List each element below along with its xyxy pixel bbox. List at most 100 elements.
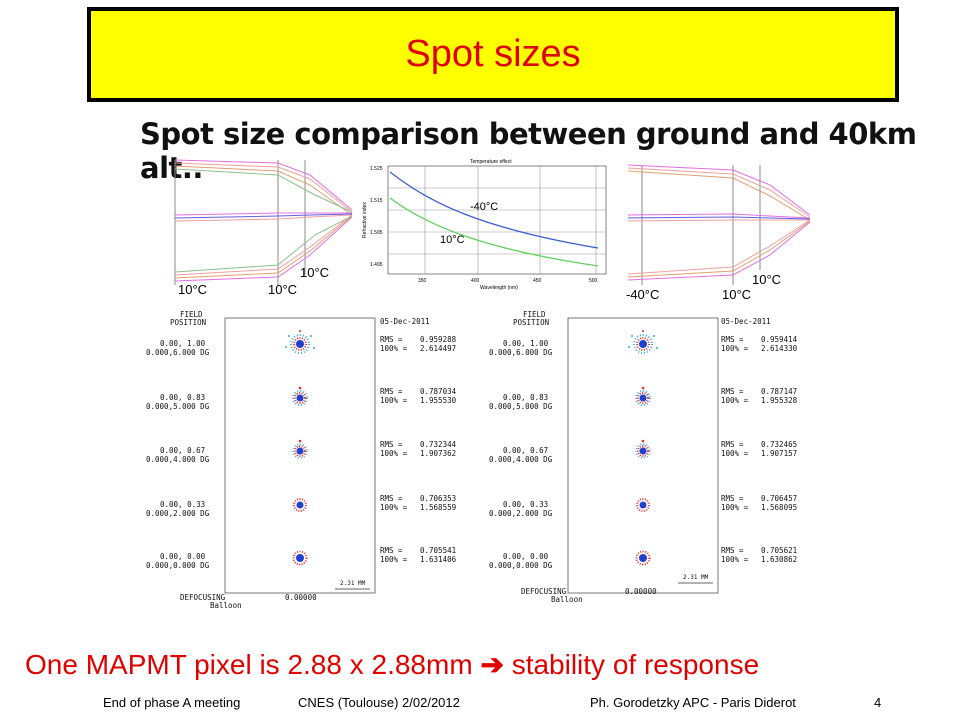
right-arrow-icon: ➔ <box>480 649 504 680</box>
optics-diagram-right: -40°C 10°C 10°C <box>626 164 811 302</box>
rms-value: 0.732344 <box>420 440 457 449</box>
rms-value: 0.705621 <box>761 546 797 555</box>
y-tick: 1.495 <box>370 262 383 268</box>
field-angle: 0.000,5.000 DG <box>146 402 210 411</box>
footer-page-number: 4 <box>874 695 882 710</box>
field-angle: 0.000,6.000 DG <box>489 348 553 357</box>
optics-left-label-2: 10°C <box>268 282 297 297</box>
pct-label: 100% = <box>380 344 408 353</box>
rms-label: RMS = <box>380 494 403 503</box>
pct-label: 100% = <box>721 555 749 564</box>
field-header-2: POSITION <box>513 318 549 327</box>
rms-value: 0.705541 <box>420 546 456 555</box>
pct-label: 100% = <box>721 396 749 405</box>
field-angle: 0.000,2.000 DG <box>146 509 210 518</box>
rms-label: RMS = <box>721 440 744 449</box>
spot-date: 05-Dec-2011 <box>380 317 430 326</box>
x-tick: 500 <box>589 278 598 284</box>
pct-value: 1.568559 <box>420 503 456 512</box>
conclusion-text: One MAPMT pixel is 2.88 x 2.88mm ➔ stabi… <box>25 648 759 681</box>
pct-label: 100% = <box>721 344 749 353</box>
design-name: Balloon <box>551 595 583 604</box>
rms-label: RMS = <box>721 335 744 344</box>
field-header: FIELD <box>523 310 546 319</box>
pct-value: 2.614497 <box>420 344 456 353</box>
rms-label: RMS = <box>721 387 744 396</box>
field-angle: 0.000,0.000 DG <box>489 561 553 570</box>
pct-value: 1.955530 <box>420 396 457 405</box>
annot-cold: -40°C <box>470 201 498 213</box>
field-header-2: POSITION <box>170 318 206 327</box>
spot-diagram-left: FIELD POSITION 05-Dec-2011 0.00, 1.00 0.… <box>146 310 457 610</box>
field-angle: 0.000,5.000 DG <box>489 402 553 411</box>
rms-value: 0.959288 <box>420 335 457 344</box>
pct-value: 1.568095 <box>761 503 797 512</box>
optics-diagram-left: 10°C 10°C 10°C <box>174 159 353 297</box>
field-angle: 0.000,4.000 DG <box>489 455 553 464</box>
pct-label: 100% = <box>721 503 749 512</box>
annot-warm: 10°C <box>440 234 465 246</box>
field-pos: 0.00, 1.00 <box>503 339 549 348</box>
rms-value: 0.732465 <box>761 440 797 449</box>
slide-subtitle: Spot size comparison between ground and … <box>140 117 917 185</box>
x-tick: 450 <box>533 278 542 284</box>
pct-label: 100% = <box>380 503 408 512</box>
rms-label: RMS = <box>721 546 744 555</box>
field-pos: 0.00, 0.33 <box>503 500 548 509</box>
temperature-chart: Temperature effect -40°C 10°C 350 400 45… <box>362 159 607 291</box>
optics-left-label-1: 10°C <box>178 282 207 297</box>
rms-value: 0.787034 <box>420 387 457 396</box>
conclusion-part-b: stability of response <box>511 649 760 680</box>
design-name: Balloon <box>210 601 242 610</box>
pct-value: 2.614330 <box>761 344 798 353</box>
temperature-chart-xlabel: Wavelength (nm) <box>480 285 518 291</box>
cold-curve <box>389 171 599 249</box>
rms-value: 0.959414 <box>761 335 798 344</box>
spot-diagram-right: FIELD POSITION 05-Dec-2011 0.00, 1.00 0.… <box>489 310 798 604</box>
defocus-value: 0.00000 <box>625 587 657 596</box>
field-pos: 0.00, 0.00 <box>503 552 549 561</box>
footer-meeting: End of phase A meeting <box>103 695 241 710</box>
rms-label: RMS = <box>380 387 403 396</box>
field-pos: 0.00, 0.67 <box>160 446 205 455</box>
scale-label: 2.31 MM <box>683 574 709 581</box>
pct-label: 100% = <box>721 449 749 458</box>
pct-label: 100% = <box>380 396 408 405</box>
rms-label: RMS = <box>380 440 403 449</box>
field-pos: 0.00, 0.83 <box>160 393 205 402</box>
pct-label: 100% = <box>380 555 408 564</box>
rms-value: 0.787147 <box>761 387 797 396</box>
field-pos: 0.00, 1.00 <box>160 339 206 348</box>
optics-right-label-3: 10°C <box>752 272 781 287</box>
field-pos: 0.00, 0.00 <box>160 552 206 561</box>
footer-author: Ph. Gorodetzky APC - Paris Diderot <box>590 695 796 710</box>
y-tick: 1.515 <box>370 198 383 204</box>
field-angle: 0.000,0.000 DG <box>146 561 210 570</box>
pct-label: 100% = <box>380 449 408 458</box>
field-angle: 0.000,4.000 DG <box>146 455 210 464</box>
y-tick: 1.525 <box>370 166 383 172</box>
warm-curve <box>389 197 599 267</box>
title-banner: Spot sizes <box>87 7 899 102</box>
rms-label: RMS = <box>380 335 403 344</box>
rms-label: RMS = <box>721 494 744 503</box>
pct-value: 1.630862 <box>761 555 797 564</box>
pct-value: 1.631406 <box>420 555 457 564</box>
x-tick: 400 <box>471 278 480 284</box>
field-pos: 0.00, 0.83 <box>503 393 548 402</box>
conclusion-part-a: One MAPMT pixel is 2.88 x 2.88mm <box>25 649 473 680</box>
spot-clusters <box>285 330 315 566</box>
rms-label: RMS = <box>380 546 403 555</box>
field-angle: 0.000,6.000 DG <box>146 348 210 357</box>
slide-title: Spot sizes <box>405 33 581 75</box>
footer-location: CNES (Toulouse) 2/02/2012 <box>298 695 460 710</box>
temperature-chart-title: Temperature effect <box>470 159 512 165</box>
y-tick: 1.505 <box>370 230 383 236</box>
x-tick: 350 <box>418 278 427 284</box>
pct-value: 1.907157 <box>761 449 797 458</box>
optics-left-label-3: 10°C <box>300 265 329 280</box>
pct-value: 1.955328 <box>761 396 798 405</box>
field-header: FIELD <box>180 310 203 319</box>
field-pos: 0.00, 0.33 <box>160 500 205 509</box>
defocus-label: DEFOCUSING <box>521 587 567 596</box>
